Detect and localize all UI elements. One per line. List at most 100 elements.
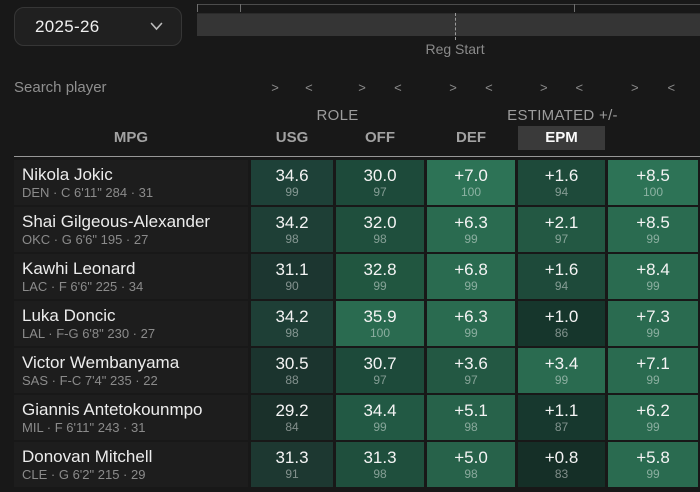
- table-row[interactable]: Nikola Jokic DEN · C 6'11" 284 · 31 34.6…: [14, 160, 700, 205]
- cell-mpg: 34.2 98: [251, 207, 333, 252]
- table-row[interactable]: Luka Doncic LAL · F-G 6'8" 230 · 27 34.2…: [14, 301, 700, 346]
- cell-usg: 34.4 99: [336, 395, 424, 440]
- cell-def: +1.1 87: [518, 395, 605, 440]
- table-row[interactable]: Victor Wembanyama SAS · F-C 7'4" 235 · 2…: [14, 348, 700, 393]
- sort-asc-icon[interactable]: >: [358, 79, 366, 95]
- player-info: LAL · F-G 6'8" 230 · 27: [22, 326, 156, 342]
- column-header-def[interactable]: DEF: [456, 129, 486, 147]
- stat-percentile: 98: [373, 231, 387, 246]
- column-header-mpg[interactable]: MPG: [113, 129, 149, 147]
- cell-epm: +7.1 99: [608, 348, 698, 393]
- player-info: DEN · C 6'11" 284 · 31: [22, 185, 154, 201]
- cell-off: +6.3 99: [427, 207, 515, 252]
- group-header-estimated: ESTIMATED +/-: [507, 106, 618, 124]
- stat-percentile: 100: [460, 184, 482, 199]
- stat-value: 35.9: [363, 306, 397, 326]
- player-name-cell[interactable]: Giannis Antetokounmpo MIL · F 6'11" 243 …: [14, 395, 248, 440]
- sort-desc-icon[interactable]: <: [485, 79, 493, 95]
- stat-percentile: 99: [646, 419, 660, 434]
- stat-value: 32.0: [363, 212, 397, 232]
- stat-percentile: 98: [285, 325, 299, 340]
- sort-controls-mpg: > <: [251, 79, 333, 96]
- stat-percentile: 99: [464, 325, 478, 340]
- cell-off: +5.1 98: [427, 395, 515, 440]
- cell-mpg: 34.2 98: [251, 301, 333, 346]
- cell-mpg: 30.5 88: [251, 348, 333, 393]
- stat-percentile: 88: [285, 372, 299, 387]
- sort-controls-off: > <: [427, 79, 515, 96]
- sort-asc-icon[interactable]: >: [449, 79, 457, 95]
- cell-def: +1.6 94: [518, 254, 605, 299]
- column-header-usg[interactable]: USG: [275, 129, 309, 147]
- stat-percentile: 90: [285, 278, 299, 293]
- player-name: Kawhi Leonard: [22, 258, 136, 278]
- cell-off: +6.8 99: [427, 254, 515, 299]
- timeline-axis: [197, 4, 700, 5]
- group-header-role: ROLE: [316, 106, 359, 124]
- search-input[interactable]: [14, 78, 248, 96]
- cell-def: +2.1 97: [518, 207, 605, 252]
- stat-value: +7.3: [636, 306, 670, 326]
- stat-percentile: 100: [642, 184, 664, 199]
- stat-value: 30.5: [275, 353, 309, 373]
- stat-value: +6.3: [454, 212, 488, 232]
- stat-percentile: 86: [554, 325, 569, 340]
- cell-off: +7.0 100: [427, 160, 515, 205]
- cell-mpg: 31.3 91: [251, 442, 333, 487]
- reg-start-label: Reg Start: [425, 41, 485, 57]
- stat-value: +8.5: [636, 165, 670, 185]
- sort-asc-icon[interactable]: >: [539, 79, 548, 95]
- player-name-cell[interactable]: Victor Wembanyama SAS · F-C 7'4" 235 · 2…: [14, 348, 248, 393]
- stat-percentile: 98: [373, 466, 387, 481]
- sort-asc-icon[interactable]: >: [630, 79, 639, 95]
- sort-desc-icon[interactable]: <: [575, 79, 584, 95]
- table-row[interactable]: Donovan Mitchell CLE · G 6'2" 215 · 29 3…: [14, 442, 700, 487]
- player-name: Luka Doncic: [22, 305, 116, 325]
- cell-usg: 31.3 98: [336, 442, 424, 487]
- sort-desc-icon[interactable]: <: [667, 79, 676, 95]
- cell-mpg: 31.1 90: [251, 254, 333, 299]
- cell-def: +1.0 86: [518, 301, 605, 346]
- timeline-tick: [239, 4, 241, 12]
- stat-value: +6.2: [636, 400, 670, 420]
- stat-percentile: 99: [646, 278, 660, 293]
- cell-def: +1.6 94: [518, 160, 605, 205]
- timeline-slider[interactable]: [197, 13, 700, 36]
- stat-value: 31.1: [275, 259, 309, 279]
- stat-percentile: 99: [646, 231, 660, 246]
- table-row[interactable]: Shai Gilgeous-Alexander OKC · G 6'6" 195…: [14, 207, 700, 252]
- season-dropdown[interactable]: 2025-26: [14, 7, 182, 46]
- player-name-cell[interactable]: Shai Gilgeous-Alexander OKC · G 6'6" 195…: [14, 207, 248, 252]
- cell-def: +0.8 83: [518, 442, 605, 487]
- column-header-off[interactable]: OFF: [365, 129, 395, 147]
- cell-usg: 35.9 100: [336, 301, 424, 346]
- column-header-epm[interactable]: EPM: [518, 126, 605, 150]
- player-info: MIL · F 6'11" 243 · 31: [22, 420, 146, 436]
- sort-desc-icon[interactable]: <: [305, 79, 313, 95]
- timeline-tick: [574, 4, 576, 12]
- stat-percentile: 99: [464, 278, 478, 293]
- sort-asc-icon[interactable]: >: [271, 79, 279, 95]
- cell-usg: 30.7 97: [336, 348, 424, 393]
- stat-value: +6.3: [454, 306, 488, 326]
- player-name: Shai Gilgeous-Alexander: [22, 211, 211, 231]
- sort-controls-def: > <: [518, 79, 605, 96]
- stat-value: 31.3: [363, 447, 397, 467]
- player-name-cell[interactable]: Luka Doncic LAL · F-G 6'8" 230 · 27: [14, 301, 248, 346]
- cell-epm: +8.4 99: [608, 254, 698, 299]
- cell-mpg: 29.2 84: [251, 395, 333, 440]
- table-row[interactable]: Kawhi Leonard LAC · F 6'6" 225 · 34 31.1…: [14, 254, 700, 299]
- player-name-cell[interactable]: Nikola Jokic DEN · C 6'11" 284 · 31: [14, 160, 248, 205]
- header-divider: [14, 156, 700, 157]
- sort-desc-icon[interactable]: <: [394, 79, 402, 95]
- column-header-row: MPG USG OFF DEF EPM: [14, 126, 700, 156]
- stat-percentile: 87: [554, 419, 569, 434]
- stat-value: 29.2: [275, 400, 309, 420]
- player-name-cell[interactable]: Kawhi Leonard LAC · F 6'6" 225 · 34: [14, 254, 248, 299]
- stat-value: +5.0: [454, 447, 488, 467]
- stat-value: +8.4: [636, 259, 670, 279]
- cell-usg: 32.8 99: [336, 254, 424, 299]
- player-name-cell[interactable]: Donovan Mitchell CLE · G 6'2" 215 · 29: [14, 442, 248, 487]
- table-row[interactable]: Giannis Antetokounmpo MIL · F 6'11" 243 …: [14, 395, 700, 440]
- timeline-tick: [197, 4, 198, 12]
